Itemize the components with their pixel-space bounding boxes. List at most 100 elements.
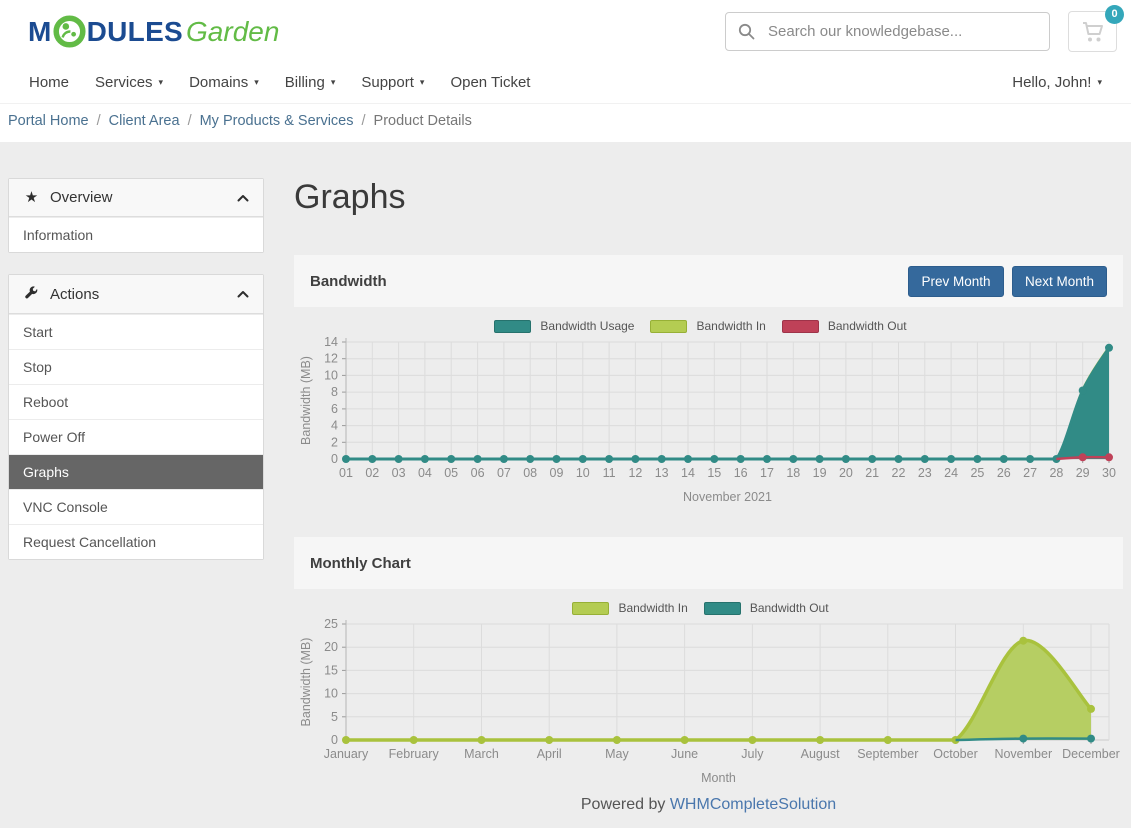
whmcompletesolution-link[interactable]: WHMCompleteSolution (669, 796, 837, 813)
svg-text:26: 26 (997, 466, 1011, 480)
globe-gear-icon (53, 15, 86, 48)
cart-button[interactable]: 0 (1068, 5, 1124, 52)
nav-item-services[interactable]: Services ▾ (95, 74, 164, 91)
svg-text:25: 25 (324, 617, 338, 631)
next-month-button[interactable]: Next Month (1011, 265, 1107, 297)
svg-text:07: 07 (497, 466, 511, 480)
legend-swatch-bandwidth-in (650, 319, 688, 333)
caret-down-icon: ▾ (254, 77, 259, 87)
svg-text:01: 01 (339, 466, 353, 480)
svg-text:5: 5 (331, 710, 338, 724)
nav-item-domains[interactable]: Domains ▾ (189, 74, 259, 91)
star-icon: ★ (24, 189, 39, 206)
svg-text:25: 25 (970, 466, 984, 480)
search-icon (738, 23, 755, 40)
svg-text:22: 22 (892, 466, 906, 480)
sidebar-panel-header-overview[interactable]: ★ Overview (9, 179, 263, 217)
svg-text:Bandwidth (MB): Bandwidth (MB) (299, 638, 313, 727)
svg-text:0: 0 (331, 452, 338, 466)
svg-text:May: May (605, 747, 629, 761)
knowledgebase-searchbox (725, 12, 1050, 51)
sidebar-item-power-off[interactable]: Power Off (9, 419, 263, 454)
legend-swatch-bandwidth-usage (494, 319, 532, 333)
sidebar-item-graphs[interactable]: Graphs (9, 454, 263, 489)
powered-by: Powered by WHMCompleteSolution (294, 796, 1123, 814)
legend-label-bandwidth-in: Bandwidth In (618, 601, 688, 615)
nav-item-open-ticket[interactable]: Open Ticket (450, 74, 531, 91)
caret-down-icon: ▾ (330, 77, 336, 87)
sidebar-item-stop[interactable]: Stop (9, 349, 263, 384)
sidebar-item-vnc-console[interactable]: VNC Console (9, 489, 263, 524)
svg-text:2: 2 (331, 435, 338, 449)
page-title: Graphs (294, 178, 406, 216)
svg-text:11: 11 (603, 466, 616, 480)
svg-text:6: 6 (331, 402, 338, 416)
sidebar-item-request-cancellation[interactable]: Request Cancellation (9, 524, 263, 559)
user-menu[interactable]: Hello, John! ▾ (999, 62, 1115, 103)
svg-text:December: December (1062, 747, 1120, 761)
svg-text:29: 29 (1076, 466, 1090, 480)
svg-text:15: 15 (707, 466, 721, 480)
svg-text:05: 05 (444, 466, 458, 480)
svg-text:18: 18 (786, 466, 800, 480)
wrench-icon (23, 285, 40, 303)
sidebar-item-information[interactable]: Information (9, 217, 263, 252)
svg-text:10: 10 (324, 368, 338, 382)
breadcrumb-current: Product Details (373, 113, 472, 129)
breadcrumb-link-my-products-services[interactable]: My Products & Services (199, 113, 354, 129)
chevron-up-icon (237, 290, 249, 298)
svg-text:19: 19 (813, 466, 827, 480)
sidebar: ★ Overview Information Actions Start Stop R… (8, 178, 264, 828)
svg-text:February: February (389, 747, 440, 761)
svg-text:21: 21 (865, 466, 879, 480)
powered-by-text: Powered by (580, 796, 666, 813)
modulesgarden-logo[interactable]: M DULES Garden (28, 15, 279, 48)
svg-text:September: September (857, 747, 918, 761)
svg-text:08: 08 (523, 466, 537, 480)
legend-label-bandwidth-usage: Bandwidth Usage (540, 319, 635, 333)
breadcrumb: Portal Home / Client Area / My Products & Se… (0, 103, 1131, 142)
nav-item-home[interactable]: Home (29, 74, 70, 91)
legend-swatch-bandwidth-out (703, 601, 741, 615)
caret-down-icon: ▾ (1097, 77, 1102, 87)
monthly-chart-legend: Bandwidth In Bandwidth Out (294, 601, 1123, 615)
top-header: M DULES Garden 0 (0, 0, 1131, 62)
legend-label-bandwidth-out: Bandwidth Out (749, 601, 829, 615)
svg-text:17: 17 (760, 466, 774, 480)
svg-text:April: April (537, 747, 562, 761)
svg-text:4: 4 (331, 419, 338, 433)
prev-month-button[interactable]: Prev Month (908, 265, 1004, 297)
sidebar-item-start[interactable]: Start (9, 314, 263, 349)
cart-icon (1082, 21, 1103, 41)
monthly-chart: 0 5 10 15 20 25 January February March April May Ju… (294, 615, 1123, 792)
svg-text:January: January (324, 747, 369, 761)
svg-text:09: 09 (550, 466, 564, 480)
svg-text:Month: Month (701, 771, 736, 785)
sidebar-item-reboot[interactable]: Reboot (9, 384, 263, 419)
bandwidth-panel-header: Bandwidth Prev Month Next Month (294, 255, 1123, 307)
svg-text:August: August (801, 747, 840, 761)
logo-text-dules: DULES (86, 15, 184, 47)
svg-text:04: 04 (418, 466, 432, 480)
svg-text:24: 24 (944, 466, 958, 480)
main-nav-list: Home Services ▾ Domains ▾ Billing ▾ Support ▾ Ope… (16, 62, 543, 103)
sidebar-panel-header-actions[interactable]: Actions (9, 275, 263, 314)
breadcrumb-link-portal-home[interactable]: Portal Home (8, 113, 89, 129)
svg-text:June: June (671, 747, 698, 761)
search-input[interactable] (766, 22, 1037, 41)
svg-text:November: November (994, 747, 1052, 761)
main-content: Graphs Bandwidth Prev Month Next Month B… (280, 178, 1123, 828)
svg-text:12: 12 (324, 352, 338, 366)
breadcrumb-link-client-area[interactable]: Client Area (108, 113, 180, 129)
chevron-up-icon (237, 194, 249, 202)
caret-down-icon: ▾ (158, 77, 164, 87)
svg-text:27: 27 (1023, 466, 1037, 480)
cart-count-badge: 0 (1105, 5, 1124, 24)
svg-text:October: October (933, 747, 977, 761)
user-greeting: Hello, John! (1012, 74, 1092, 91)
svg-text:8: 8 (331, 385, 338, 399)
breadcrumb-separator: / (187, 113, 192, 129)
nav-item-billing[interactable]: Billing ▾ (284, 74, 336, 91)
nav-item-support[interactable]: Support ▾ (361, 74, 425, 91)
svg-text:0: 0 (331, 733, 338, 747)
